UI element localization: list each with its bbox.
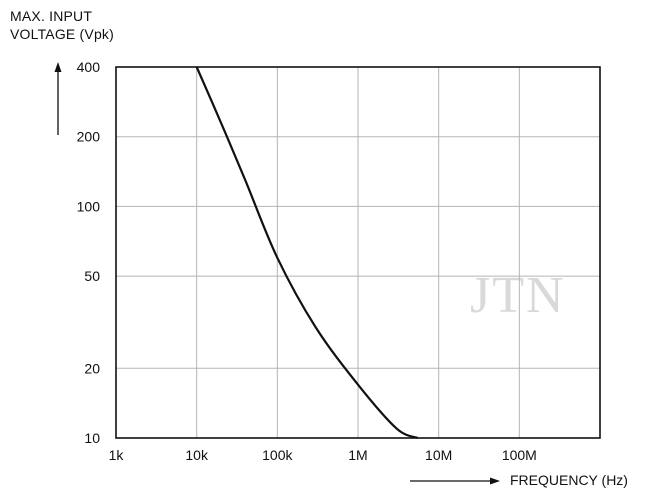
tick-labels: 1k 10k 100k 1M 10M 100M 10 20 50 100 200 400 (77, 59, 537, 463)
y-axis-arrow (54, 62, 62, 135)
plot-frame (115, 66, 601, 439)
x-tick-label: 10M (425, 447, 452, 463)
x-axis-arrow (410, 477, 500, 485)
y-tick-label: 10 (84, 430, 100, 446)
y-tick-label: 20 (84, 360, 100, 376)
y-axis-label-line-2: VOLTAGE (Vpk) (10, 26, 114, 42)
x-tick-label: 100M (502, 447, 537, 463)
y-tick-label: 200 (77, 129, 101, 145)
y-axis-label-line-1: MAX. INPUT (10, 8, 93, 24)
y-tick-label: 100 (77, 198, 101, 214)
x-tick-label: 100k (262, 447, 293, 463)
x-tick-label: 1k (109, 447, 125, 463)
series-line (195, 66, 419, 440)
x-tick-label: 1M (348, 447, 367, 463)
series-curve-group (195, 66, 419, 440)
x-axis-label: FREQUENCY (Hz) (510, 472, 628, 488)
y-tick-label: 400 (77, 59, 101, 75)
grid (116, 67, 600, 438)
x-tick-label: 10k (185, 447, 209, 463)
y-tick-label: 50 (84, 268, 100, 284)
